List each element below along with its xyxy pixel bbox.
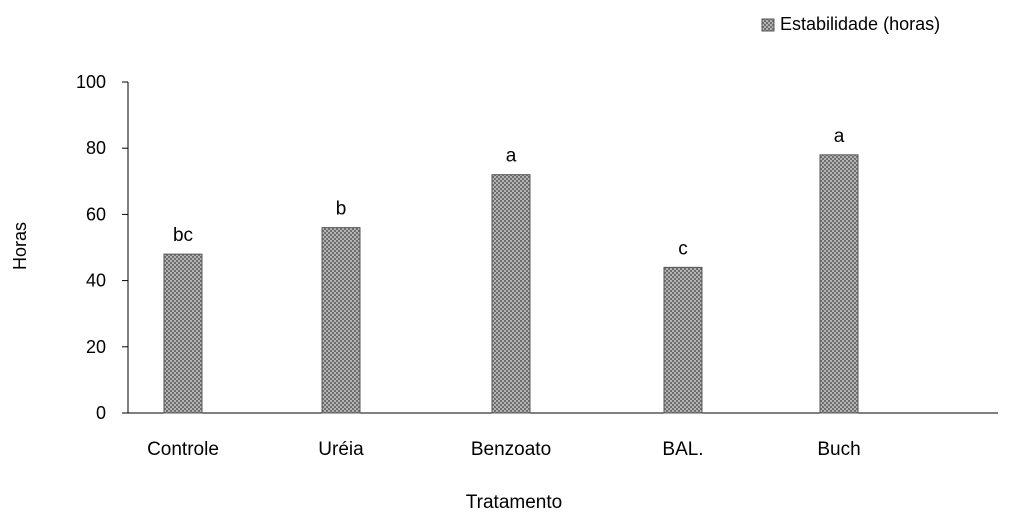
legend: Estabilidade (horas) (761, 14, 940, 34)
bar-bal (663, 266, 703, 414)
x-axis-title: Tratamento (466, 492, 562, 513)
bar-significance-letter: bc (173, 225, 193, 246)
bar-buch (819, 154, 859, 414)
y-axis-ticks: 0 20 40 60 80 100 (76, 72, 128, 423)
bars: bc b a c a (163, 126, 859, 414)
bar-significance-letter: a (506, 146, 517, 167)
y-tick-label: 80 (86, 138, 106, 158)
y-axis-title: Horas (10, 222, 30, 270)
bar-uria (321, 227, 361, 414)
bar-controle (163, 253, 203, 414)
bar-benzoato (491, 174, 531, 414)
y-tick-label: 40 (86, 271, 106, 291)
legend-swatch (761, 18, 775, 32)
bar-significance-letter: b (336, 199, 347, 220)
bar-significance-letter: a (834, 126, 845, 147)
x-tick-label: Benzoato (471, 439, 551, 460)
legend-label: Estabilidade (horas) (780, 14, 940, 34)
x-tick-label: Uréia (318, 439, 364, 460)
y-tick-label: 20 (86, 337, 106, 357)
x-axis-tick-labels: Controle Uréia Benzoato BAL. Buch (147, 439, 861, 460)
y-tick-label: 0 (96, 403, 106, 423)
bar-significance-letter: c (678, 238, 688, 259)
y-tick-label: 60 (86, 204, 106, 224)
x-tick-label: Controle (147, 439, 219, 460)
y-tick-label: 100 (76, 72, 106, 92)
x-tick-label: BAL. (662, 439, 703, 460)
x-tick-label: Buch (817, 439, 860, 460)
